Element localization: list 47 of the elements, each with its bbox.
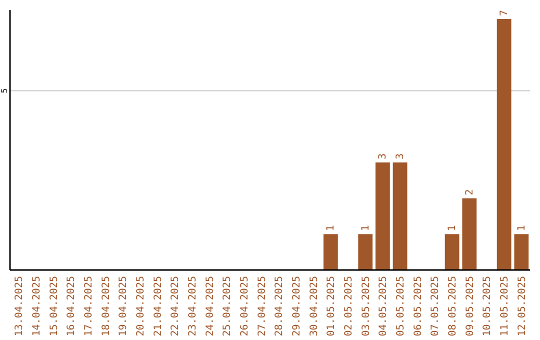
bar: [376, 162, 390, 270]
x-tick-label: 30.04.2025: [308, 276, 320, 336]
x-tick-label: 01.05.2025: [326, 276, 338, 336]
x-tick-label: 12.05.2025: [516, 276, 528, 336]
x-tick-label: 17.04.2025: [83, 276, 94, 336]
data-label: 3: [378, 153, 389, 160]
x-tick-label: 06.05.2025: [412, 276, 424, 336]
y-tick-label: 5: [0, 88, 9, 94]
x-tick-label: 14.04.2025: [31, 276, 42, 336]
x-tick-label: 23.04.2025: [187, 276, 198, 336]
x-tick-label: 24.04.2025: [204, 276, 216, 336]
x-tick-label: 05.05.2025: [396, 276, 407, 336]
x-tick-label: 03.05.2025: [360, 276, 372, 336]
x-tick-label: 10.05.2025: [482, 276, 494, 336]
x-tick-label: 08.05.2025: [448, 276, 459, 336]
data-label: 1: [516, 225, 528, 232]
bar: [462, 198, 477, 270]
x-tick-label: 18.04.2025: [100, 276, 112, 336]
bar: [444, 234, 460, 270]
x-tick-label: 28.04.2025: [274, 276, 286, 336]
x-tick-label: 09.05.2025: [464, 276, 476, 336]
bar: [323, 234, 338, 270]
data-label: 7: [499, 10, 510, 16]
data-label: 1: [360, 225, 372, 232]
x-tick-label: 21.04.2025: [152, 276, 164, 336]
x-tick-label: 04.05.2025: [378, 276, 390, 336]
data-label: 1: [447, 225, 458, 232]
x-tick-label: 02.05.2025: [344, 276, 355, 336]
data-label: 3: [395, 153, 406, 160]
x-tick-label: 19.04.2025: [118, 276, 130, 336]
bar: [358, 234, 373, 270]
data-label: 2: [464, 189, 476, 196]
x-tick-label: 20.04.2025: [135, 276, 146, 336]
x-tick-label: 15.04.2025: [48, 276, 60, 336]
x-tick-label: 07.05.2025: [430, 276, 442, 336]
x-tick-label: 26.04.2025: [239, 276, 250, 336]
x-tick-label: 13.04.2025: [14, 276, 26, 336]
x-tick-label: 11.05.2025: [500, 276, 511, 336]
x-tick-label: 27.04.2025: [256, 276, 268, 336]
data-label: 1: [326, 225, 337, 232]
x-tick-label: 29.04.2025: [292, 276, 303, 336]
bar: [514, 234, 529, 270]
x-tick-label: 16.04.2025: [66, 276, 78, 336]
x-tick-label: 22.04.2025: [170, 276, 182, 336]
x-tick-label: 25.04.2025: [222, 276, 234, 336]
bar: [496, 18, 512, 270]
bar: [392, 162, 408, 270]
